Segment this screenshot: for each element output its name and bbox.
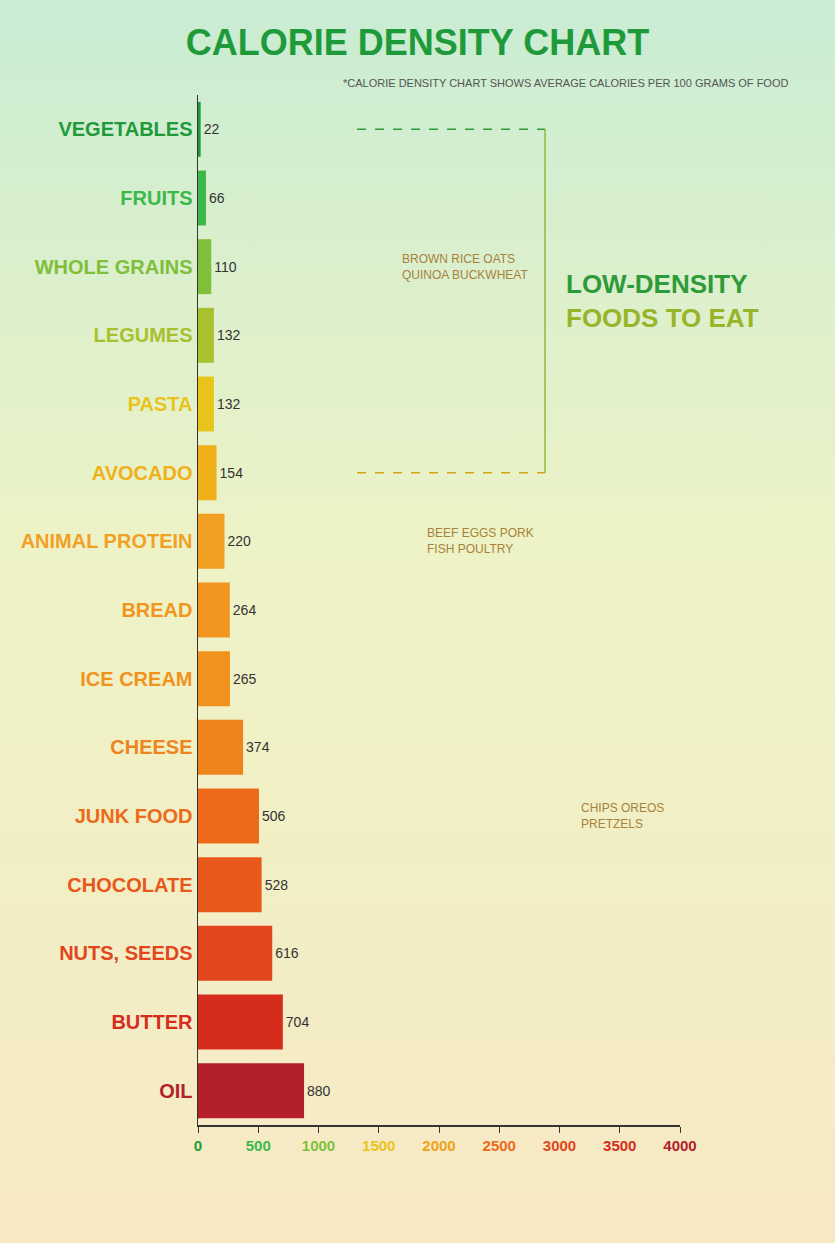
svg-text:110: 110 [214, 259, 237, 275]
svg-text:528: 528 [265, 877, 289, 893]
svg-text:LOW-DENSITYFOODS TO EAT: LOW-DENSITYFOODS TO EAT [566, 269, 759, 333]
svg-text:132: 132 [217, 396, 241, 412]
svg-text:PASTA: PASTA [128, 393, 193, 415]
svg-text:4000: 4000 [663, 1137, 696, 1154]
svg-text:FRUITS: FRUITS [120, 187, 192, 209]
svg-text:CALORIE DENSITY CHART: CALORIE DENSITY CHART [186, 22, 649, 63]
svg-text:154: 154 [220, 465, 244, 481]
svg-text:2000: 2000 [422, 1137, 455, 1154]
svg-text:AVOCADO: AVOCADO [92, 462, 193, 484]
svg-text:264: 264 [233, 602, 257, 618]
svg-text:880: 880 [307, 1083, 331, 1099]
svg-text:CHEESE: CHEESE [110, 736, 192, 758]
svg-text:506: 506 [262, 808, 286, 824]
svg-text:NUTS, SEEDS: NUTS, SEEDS [59, 942, 192, 964]
svg-text:2500: 2500 [483, 1137, 516, 1154]
svg-text:CHOCOLATE: CHOCOLATE [67, 874, 192, 896]
svg-text:1000: 1000 [302, 1137, 335, 1154]
svg-text:500: 500 [246, 1137, 271, 1154]
svg-text:3500: 3500 [603, 1137, 636, 1154]
svg-text:374: 374 [246, 739, 270, 755]
svg-text:66: 66 [209, 190, 225, 206]
svg-text:0: 0 [194, 1137, 202, 1154]
svg-text:132: 132 [217, 327, 241, 343]
svg-text:WHOLE GRAINS: WHOLE GRAINS [35, 256, 193, 278]
svg-text:BUTTER: BUTTER [111, 1011, 193, 1033]
svg-text:ICE CREAM: ICE CREAM [80, 668, 192, 690]
svg-text:3000: 3000 [543, 1137, 576, 1154]
svg-text:BROWN RICE OATSQUINOA BUCKWHEA: BROWN RICE OATSQUINOA BUCKWHEAT [402, 252, 528, 282]
svg-text:BREAD: BREAD [121, 599, 192, 621]
svg-text:ANIMAL PROTEIN: ANIMAL PROTEIN [21, 530, 193, 552]
svg-text:JUNK FOOD: JUNK FOOD [75, 805, 193, 827]
svg-text:265: 265 [233, 671, 257, 687]
svg-text:616: 616 [275, 945, 299, 961]
svg-text:LEGUMES: LEGUMES [94, 324, 193, 346]
svg-text:*CALORIE DENSITY CHART SHOWS A: *CALORIE DENSITY CHART SHOWS AVERAGE CAL… [343, 77, 788, 89]
svg-text:22: 22 [204, 121, 220, 137]
svg-text:1500: 1500 [362, 1137, 395, 1154]
svg-text:BEEF EGGS PORKFISH POULTRY: BEEF EGGS PORKFISH POULTRY [427, 526, 534, 556]
svg-text:VEGETABLES: VEGETABLES [58, 118, 192, 140]
svg-text:704: 704 [286, 1014, 310, 1030]
svg-text:OIL: OIL [159, 1080, 192, 1102]
svg-text:220: 220 [228, 533, 252, 549]
svg-text:CHIPS OREOSPRETZELS: CHIPS OREOSPRETZELS [581, 801, 664, 831]
